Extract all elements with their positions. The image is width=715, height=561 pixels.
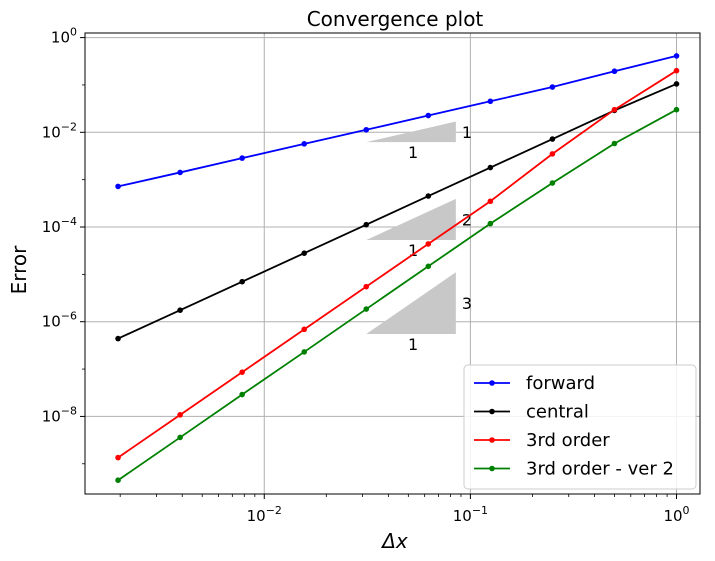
data-point (673, 106, 680, 113)
x-tick-label: 10−1 (453, 504, 488, 525)
data-point (363, 221, 370, 228)
data-point (487, 164, 494, 171)
data-point (363, 283, 370, 290)
data-point (115, 477, 121, 483)
y-tick-mantissa: 10 (51, 29, 70, 47)
data-point (239, 278, 245, 285)
y-tick-exponent: 0 (70, 26, 77, 39)
data-point (487, 220, 494, 227)
x-tick-label: 10−2 (247, 504, 282, 525)
slope-triangle (366, 121, 456, 143)
slope-triangles: 1 1 1 2 1 3 (366, 121, 472, 354)
slope-run-label: 1 (408, 143, 418, 162)
y-tick-mantissa: 10 (42, 407, 61, 425)
slope-rise-label: 3 (462, 294, 472, 313)
data-point (301, 326, 308, 333)
data-point (301, 141, 308, 147)
data-point (115, 454, 121, 461)
legend-box (463, 364, 697, 490)
data-point (301, 250, 308, 256)
data-point (177, 434, 183, 441)
x-tick-label: 100 (663, 504, 689, 525)
slope-triangle (366, 198, 456, 241)
data-point (611, 68, 618, 75)
y-tick-label: 10−2 (42, 120, 77, 141)
legend-marker (489, 437, 495, 443)
y-tick-mantissa: 10 (42, 313, 61, 331)
data-point (611, 106, 618, 113)
data-point (177, 307, 183, 314)
slope-triangle (366, 272, 456, 335)
y-axis-label: Error (7, 245, 31, 295)
x-tick-mantissa: 10 (247, 507, 266, 525)
data-point (487, 98, 494, 105)
x-tick-mantissa: 10 (453, 507, 472, 525)
slope-run-label: 1 (408, 241, 418, 260)
data-point (487, 198, 494, 205)
y-tick-exponent: −2 (61, 120, 77, 133)
chart-title: Convergence plot (307, 7, 484, 31)
data-point (549, 136, 556, 142)
legend-marker (489, 465, 495, 472)
y-tick-label: 10−6 (42, 310, 77, 331)
data-point (425, 241, 432, 247)
data-point (549, 84, 556, 90)
data-point (425, 112, 432, 119)
data-point (115, 335, 121, 342)
legend-label: central (526, 402, 589, 423)
data-point (673, 67, 680, 74)
y-tick-mantissa: 10 (42, 218, 61, 236)
legend-label: 3rd order - ver 2 (526, 459, 674, 480)
y-tick-exponent: −8 (61, 404, 77, 417)
y-tick-label: 10−8 (42, 404, 77, 425)
series-line (117, 108, 677, 481)
legend-marker (489, 408, 495, 415)
data-point (301, 349, 308, 355)
data-point (363, 306, 370, 312)
slope-run-label: 1 (408, 335, 418, 354)
series-line (117, 69, 677, 459)
x-tick-exponent: 0 (683, 504, 690, 517)
legend-label: forward (526, 373, 595, 394)
y-tick-mantissa: 10 (42, 123, 61, 141)
slope-rise-label: 1 (462, 123, 472, 142)
data-point (549, 151, 556, 157)
series-lines (115, 53, 680, 483)
legend: forward central 3rd order 3rd order - ver 2 (463, 364, 697, 490)
series-line (117, 83, 677, 340)
data-point (425, 263, 432, 270)
data-point (673, 81, 680, 87)
data-point (549, 180, 556, 186)
series-line (117, 55, 677, 188)
data-point (673, 53, 680, 59)
data-point (177, 169, 183, 176)
data-point (239, 369, 245, 375)
y-tick-exponent: −4 (61, 215, 77, 228)
data-point (611, 140, 618, 147)
x-tick-exponent: −1 (472, 504, 488, 517)
data-point (425, 193, 432, 199)
slope-rise-label: 2 (462, 210, 472, 229)
data-point (239, 155, 245, 161)
legend-marker (489, 380, 495, 386)
data-point (239, 391, 245, 398)
y-tick-exponent: −6 (61, 310, 77, 323)
x-tick-exponent: −2 (266, 504, 282, 517)
x-tick-mantissa: 10 (663, 507, 682, 525)
y-tick-label: 10−4 (42, 215, 77, 236)
data-point (115, 183, 121, 190)
data-point (177, 412, 183, 418)
x-axis-label: Δx (380, 529, 408, 553)
legend-label: 3rd order (526, 430, 610, 451)
plot-frame (84, 32, 701, 495)
y-tick-label: 100 (51, 26, 77, 47)
data-point (363, 126, 370, 133)
